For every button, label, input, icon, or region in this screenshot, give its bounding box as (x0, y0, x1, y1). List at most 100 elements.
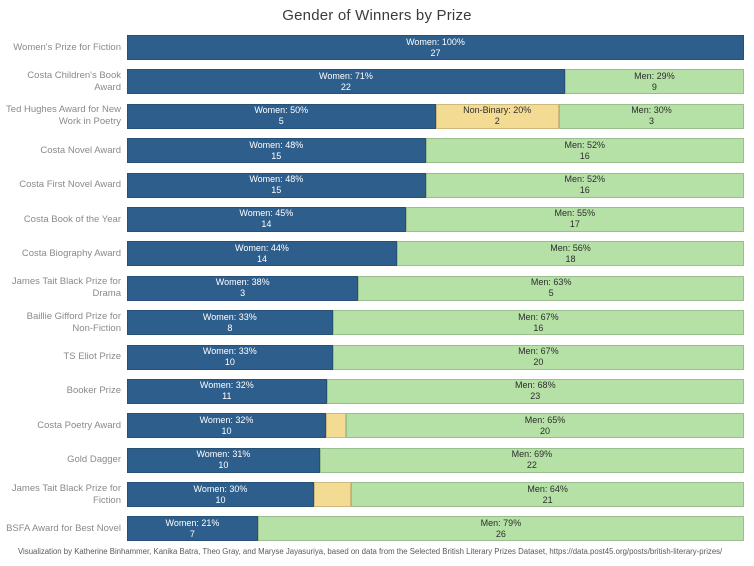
bar-track: Women: 48% 15 Men: 52% 16 (127, 138, 744, 164)
bar-segment-women[interactable]: Women: 38% 3 (127, 275, 359, 301)
bar-segment-women[interactable]: Women: 48% 15 (127, 138, 426, 164)
bar-segment-men[interactable]: Men: 79% 26 (257, 516, 744, 542)
segment-count-label: 18 (565, 253, 576, 264)
segment-pct-label: Non-Binary: 20% (463, 105, 532, 116)
segment-pct-label: Women: 33% (202, 346, 257, 357)
bar-segment-men[interactable]: Men: 63% 5 (358, 275, 744, 301)
bar-segment-men[interactable]: Men: 67% 16 (332, 310, 744, 336)
bar-track: Women: 31% 10 Men: 69% 22 (127, 447, 744, 473)
segment-count-label: 22 (340, 81, 351, 92)
segment-count-label: 16 (579, 185, 590, 196)
bar-segment-women[interactable]: Women: 48% 15 (127, 172, 426, 198)
bar-track: Women: 100% 27 (127, 35, 744, 60)
prize-label: BSFA Award for Best Novel (6, 523, 121, 535)
bar-track: Women: 32% 11 Men: 68% 23 (127, 378, 744, 404)
chart-row: Women's Prize for Fiction Women: 100% 27 (0, 35, 744, 60)
segment-count-label: 14 (261, 219, 272, 230)
segment-pct-label: Men: 69% (511, 449, 553, 460)
bar-segment-women[interactable]: Women: 32% 11 (127, 378, 327, 404)
segment-count-label: 3 (240, 288, 246, 299)
bar-track: Women: 48% 15 Men: 52% 16 (127, 172, 744, 198)
bar-track: Women: 33% 10 Men: 67% 20 (127, 344, 744, 370)
bar-segment-men[interactable]: Men: 52% 16 (425, 138, 744, 164)
prize-label: Ted Hughes Award for New Work in Poetry (6, 104, 121, 128)
segment-count-label: 15 (271, 185, 282, 196)
chart-rows: Women's Prize for Fiction Women: 100% 27 Co… (0, 35, 744, 542)
bar-segment-men[interactable]: Men: 30% 3 (558, 103, 744, 129)
segment-count-label: 21 (542, 494, 553, 505)
chart-row: Costa Book of the Year Women: 45% 14 Men: 5… (0, 206, 744, 232)
chart-title: Gender of Winners by Prize (282, 7, 472, 24)
segment-pct-label: Women: 30% (193, 483, 248, 494)
segment-count-label: 22 (526, 460, 537, 471)
bar-segment-women[interactable]: Women: 33% 8 (127, 310, 333, 336)
bar-segment-men[interactable]: Men: 56% 18 (396, 241, 744, 267)
bar-track: Women: 21% 7 Men: 79% 26 (127, 516, 744, 542)
bar-segment-women[interactable]: Women: 21% 7 (127, 516, 258, 542)
segment-count-label: 10 (224, 357, 235, 368)
segment-pct-label: Men: 52% (564, 139, 606, 150)
segment-pct-label: Men: 52% (564, 174, 606, 185)
bar-track: Women: 33% 8 Men: 67% 16 (127, 310, 744, 336)
segment-pct-label: Men: 67% (518, 311, 559, 322)
prize-label: Women's Prize for Fiction (13, 41, 121, 53)
segment-pct-label: Women: 21% (165, 517, 220, 528)
prize-label: Costa Biography Award (21, 247, 121, 259)
bar-segment-women[interactable]: Women: 33% 10 (127, 344, 333, 370)
segment-pct-label: Men: 63% (530, 277, 572, 288)
bar-segment-men[interactable]: Men: 69% 22 (319, 447, 744, 473)
segment-pct-label: Men: 29% (634, 70, 675, 81)
bar-segment-men[interactable]: Men: 65% 20 (345, 413, 744, 439)
segment-pct-label: Women: 71% (319, 70, 373, 81)
bar-segment-men[interactable]: Men: 64% 21 (351, 482, 744, 508)
segment-pct-label: Women: 44% (235, 242, 289, 253)
prize-label: Booker Prize (66, 385, 121, 397)
segment-pct-label: Women: 32% (199, 414, 254, 425)
bar-track: Women: 32% 10 Men: 65% 20 (127, 413, 744, 439)
bar-segment-men[interactable]: Men: 67% 20 (332, 344, 744, 370)
chart-row: Costa Children's Book Award Women: 71% 22 M… (0, 69, 744, 95)
segment-pct-label: Women: 32% (199, 380, 254, 391)
segment-pct-label: Women: 31% (196, 449, 251, 460)
segment-pct-label: Women: 33% (202, 311, 257, 322)
segment-pct-label: Men: 55% (554, 208, 596, 219)
bar-segment-women[interactable]: Women: 44% 14 (127, 241, 397, 267)
segment-count-label: 16 (533, 322, 544, 333)
bar-segment-women[interactable]: Women: 45% 14 (127, 206, 406, 232)
bar-segment-women[interactable]: Women: 100% 27 (127, 35, 744, 60)
bar-segment-men[interactable]: Men: 29% 9 (564, 69, 744, 95)
bar-segment-women[interactable]: Women: 30% 10 (127, 482, 314, 508)
segment-count-label: 2 (494, 116, 500, 127)
bar-track: Women: 44% 14 Men: 56% 18 (127, 241, 744, 267)
segment-count-label: 9 (651, 81, 657, 92)
chart-row: TS Eliot Prize Women: 33% 10 Men: 67% 20 (0, 344, 744, 370)
bar-track: Women: 45% 14 Men: 55% 17 (127, 206, 744, 232)
bar-segment-men[interactable]: Men: 55% 17 (405, 206, 744, 232)
bar-segment-women[interactable]: Women: 31% 10 (127, 447, 320, 473)
prize-label: Costa Novel Award (40, 144, 121, 156)
bar-segment-men[interactable]: Men: 52% 16 (425, 172, 744, 198)
prize-label: Costa First Novel Award (19, 179, 121, 191)
bar-segment-women[interactable]: Women: 50% 5 (127, 103, 436, 129)
bar-segment-women[interactable]: Women: 32% 10 (127, 413, 327, 439)
bar-segment-men[interactable]: Men: 68% 23 (326, 378, 744, 404)
segment-count-label: 8 (227, 322, 233, 333)
chart-row: Costa First Novel Award Women: 48% 15 Men: … (0, 172, 744, 198)
segment-count-label: 11 (222, 391, 232, 402)
prize-label: Costa Children's Book Award (27, 70, 121, 93)
bar-segment-nonbinary[interactable] (313, 482, 352, 508)
segment-pct-label: Women: 48% (249, 139, 304, 150)
segment-count-label: 14 (256, 253, 267, 264)
segment-count-label: 10 (215, 494, 226, 505)
prize-label: TS Eliot Prize (63, 351, 121, 363)
bar-segment-women[interactable]: Women: 71% 22 (127, 69, 565, 95)
bar-segment-nonbinary[interactable]: Non-Binary: 20% 2 (435, 103, 559, 129)
segment-pct-label: Men: 30% (631, 105, 672, 116)
chart-row: James Tait Black Prize for Drama Women: 3… (0, 275, 744, 301)
bar-track: Women: 38% 3 Men: 63% 5 (127, 275, 744, 301)
segment-count-label: 20 (539, 425, 550, 436)
segment-count-label: 10 (221, 425, 232, 436)
bar-segment-nonbinary[interactable] (326, 413, 346, 439)
segment-pct-label: Men: 68% (515, 380, 556, 391)
